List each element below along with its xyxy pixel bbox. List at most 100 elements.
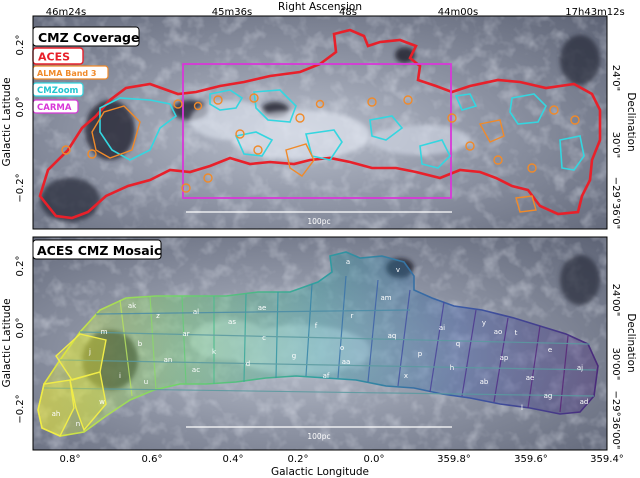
tile-label: v (396, 266, 400, 274)
right-tick: 24'0" (610, 65, 621, 91)
bottom-tick: 0.8° (60, 454, 81, 465)
right-tick: 24'00" (610, 284, 621, 317)
left-axis-label-bottom: Galactic Latitude (1, 298, 13, 387)
tile-label: i (119, 372, 121, 380)
right-axis-label-top: Declination (625, 92, 637, 151)
tile-label: b (138, 340, 143, 348)
top-title-box: CMZ Coverage (32, 26, 140, 47)
tile-label: ap (500, 354, 509, 362)
top-sky-image (33, 16, 607, 229)
tile-label: p (418, 350, 423, 358)
tile-label: g (292, 352, 296, 360)
bottom-tick: 359.8° (437, 454, 471, 465)
tile-label: ar (182, 330, 189, 338)
tile-label: x (404, 372, 408, 380)
legend-alma: ALMA Band 3 (37, 69, 97, 78)
carma-outline (182, 63, 452, 199)
top-tick: 46m24s (46, 7, 86, 18)
tile-label: n (76, 420, 80, 428)
bottom-title-box: ACES CMZ Mosaic (32, 239, 162, 260)
bottom-tick: 0.4° (223, 454, 244, 465)
tile-label: u (144, 378, 148, 386)
tile-label: q (456, 340, 460, 348)
bottom-axis: 0.8° 0.6° 0.4° 0.2° 0.0° 359.8° 359.6° 3… (60, 454, 624, 478)
tile-label: af (323, 372, 330, 380)
top-tick: 17h43m12s (565, 7, 624, 18)
tile-label: z (156, 312, 160, 320)
left-tick: 0.0° (15, 318, 26, 339)
tile-label: d (246, 360, 250, 368)
tile-label: aa (342, 358, 351, 366)
tile-label: aq (388, 332, 397, 340)
tile-label: m (101, 328, 108, 336)
tile-label: ah (52, 410, 61, 418)
tile-label: j (88, 348, 91, 356)
legend-aces: ACES (38, 51, 70, 64)
top-scalebar: 100pc (186, 211, 452, 226)
bottom-tick: 359.6° (514, 454, 548, 465)
right-axis: Declination Declination 24'0" 30'0" −29°… (610, 65, 637, 450)
tile-label: t (515, 329, 518, 337)
tile-label: e (548, 346, 552, 354)
bottom-tick: 0.2° (288, 454, 309, 465)
tile-label: ac (192, 366, 200, 374)
bottom-scalebar-label: 100pc (307, 432, 330, 441)
tile-label: ak (128, 302, 137, 310)
tile-label: w (99, 398, 105, 406)
tile-label: ae (526, 374, 535, 382)
left-tick: −0.2° (15, 173, 26, 202)
top-tick: 44m00s (438, 7, 478, 18)
right-tick: −29°36'0" (610, 177, 621, 230)
tile-label: h (450, 364, 454, 372)
tile-label: ao (494, 328, 503, 336)
left-tick: 0.2° (15, 256, 26, 277)
bottom-scalebar: 100pc (186, 426, 452, 441)
top-title: CMZ Coverage (38, 30, 139, 45)
top-panel: 100pc CMZ Coverage ACES ALMA Band 3 CMZo… (32, 15, 608, 230)
right-tick: 30'00" (610, 348, 621, 381)
tile-label: f (315, 322, 318, 330)
bottom-frame (32, 236, 608, 451)
tile-label: as (228, 318, 236, 326)
mosaic-region (37, 251, 599, 437)
tile-label: ae (258, 304, 267, 312)
right-tick: −29°36'00" (610, 391, 621, 450)
legend-carma: CARMA (37, 103, 72, 113)
tile-label: l (521, 404, 523, 412)
tile-label: ai (439, 324, 445, 332)
tile-label: k (212, 348, 217, 356)
top-tick: 45m36s (212, 7, 252, 18)
cmzoom-outlines (99, 89, 585, 171)
tile-label: an (164, 356, 173, 364)
right-tick: 30'0" (610, 132, 621, 158)
bottom-tick: 0.0° (364, 454, 385, 465)
tile-label: y (482, 319, 486, 327)
tile-label: ad (580, 398, 589, 406)
left-tiles (37, 333, 107, 437)
tile-label: o (340, 344, 344, 352)
tile-label: c (262, 334, 266, 342)
tile-label: aj (577, 364, 583, 372)
top-tick: 48s (339, 7, 357, 18)
top-scalebar-label: 100pc (307, 217, 330, 226)
top-frame (32, 15, 608, 230)
aces-outline (38, 28, 602, 220)
tile-label: ab (480, 378, 489, 386)
tile-label: a (346, 258, 350, 266)
tile-label: al (193, 308, 199, 316)
tile-label: ag (544, 392, 553, 400)
bottom-tick: 0.6° (142, 454, 163, 465)
bottom-panel: a v am ak z al ae ar as m b an k c f r a… (32, 236, 608, 451)
left-axis-label-top: Galactic Latitude (1, 77, 13, 166)
left-tick: −0.2° (15, 394, 26, 423)
bottom-axis-label: Galactic Longitude (271, 466, 369, 478)
bottom-title: ACES CMZ Mosaic (37, 243, 161, 258)
top-axis: Right Ascension 46m24s 45m36s 48s 44m00s… (46, 1, 625, 18)
tile-label: r (351, 312, 354, 320)
left-tick: 0.0° (15, 97, 26, 118)
mosaic-tile-grid (43, 275, 597, 413)
tile-labels: a v am ak z al ae ar as m b an k c f r a… (52, 258, 589, 428)
top-axis-label: Right Ascension (278, 1, 362, 13)
bottom-tick: 359.4° (590, 454, 624, 465)
